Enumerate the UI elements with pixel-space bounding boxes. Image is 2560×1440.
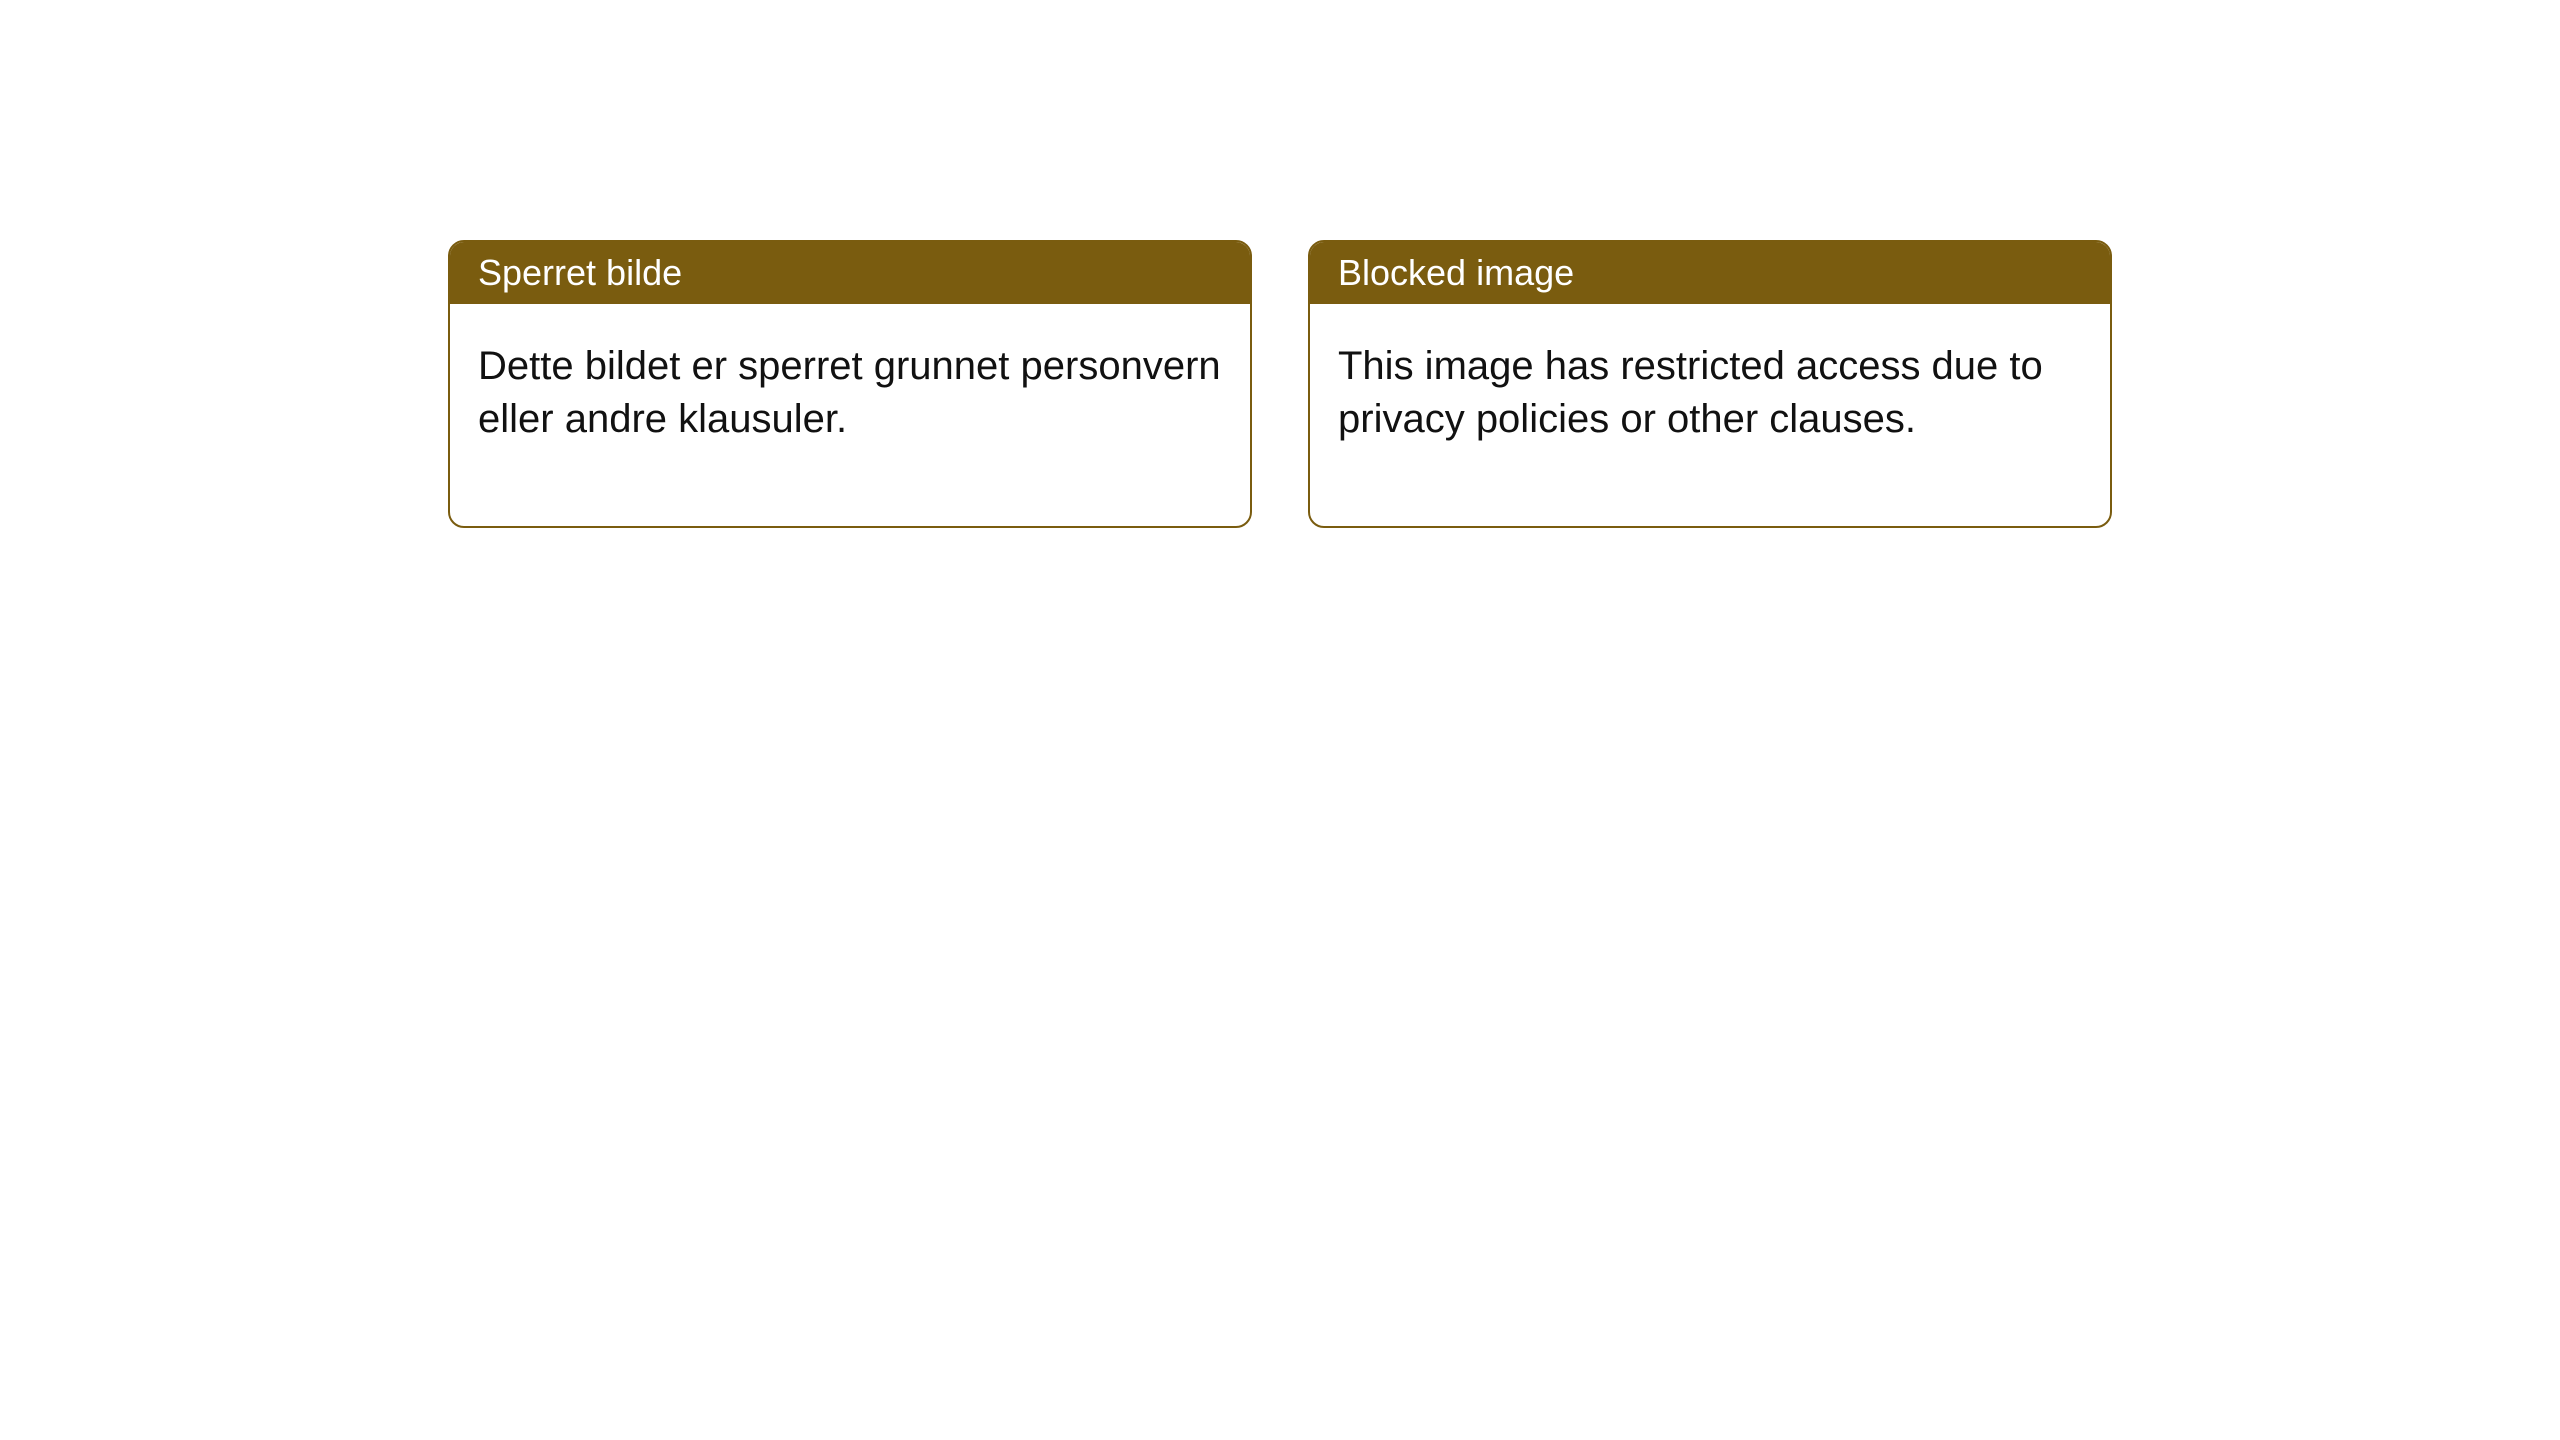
notice-card-english: Blocked image This image has restricted … bbox=[1308, 240, 2112, 528]
card-body-text: Dette bildet er sperret grunnet personve… bbox=[478, 344, 1221, 441]
card-title: Sperret bilde bbox=[478, 252, 682, 293]
card-body: This image has restricted access due to … bbox=[1310, 304, 2110, 526]
card-title: Blocked image bbox=[1338, 252, 1574, 293]
card-body-text: This image has restricted access due to … bbox=[1338, 344, 2043, 441]
notice-card-norwegian: Sperret bilde Dette bildet er sperret gr… bbox=[448, 240, 1252, 528]
card-header: Sperret bilde bbox=[450, 242, 1250, 304]
card-body: Dette bildet er sperret grunnet personve… bbox=[450, 304, 1250, 526]
notice-cards-container: Sperret bilde Dette bildet er sperret gr… bbox=[0, 0, 2560, 528]
card-header: Blocked image bbox=[1310, 242, 2110, 304]
